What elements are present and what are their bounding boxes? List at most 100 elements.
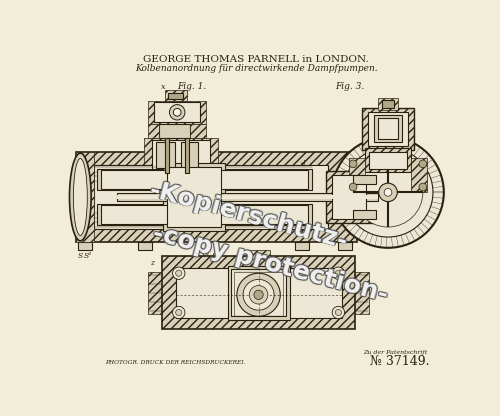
Bar [101,170,308,188]
Bar [168,93,184,99]
Text: D: D [386,117,390,122]
Text: -Kopierschutz-: -Kopierschutz- [148,177,352,254]
Bar [232,270,285,316]
Circle shape [332,137,444,248]
Text: Fig. 3.: Fig. 3. [336,82,364,92]
Circle shape [332,267,344,280]
Text: C: C [100,192,105,200]
Bar [181,142,198,168]
Bar [156,142,175,168]
Text: -copy protection-: -copy protection- [150,220,392,306]
Text: GEORGE THOMAS PARNELL in LONDON.: GEORGE THOMAS PARNELL in LONDON. [144,55,369,64]
Circle shape [250,285,268,304]
Bar [378,118,398,139]
Bar [349,158,365,192]
Bar [152,140,210,170]
Text: -Kopierschutz-: -Kopierschutz- [146,177,350,253]
Bar [148,124,160,138]
Circle shape [349,183,357,191]
Text: Zu der Patentschrift: Zu der Patentschrift [364,350,428,355]
Text: S²: S² [202,252,210,260]
Text: v: v [356,204,360,212]
Circle shape [172,267,185,280]
Bar [165,90,186,101]
Bar [228,265,290,320]
Text: -copy protection-: -copy protection- [150,222,392,308]
Bar [354,272,370,314]
Text: S³: S³ [212,252,220,260]
Bar [374,114,402,142]
Text: S²: S² [84,252,92,260]
Text: x: x [161,83,166,91]
Circle shape [419,183,427,191]
Bar [247,250,270,259]
Text: -copy protection-: -copy protection- [149,222,390,308]
Text: -copy protection-: -copy protection- [149,221,390,307]
Bar [295,243,309,250]
Text: -copy protection-: -copy protection- [150,221,390,307]
Circle shape [237,273,281,316]
Circle shape [384,188,392,196]
Ellipse shape [74,158,88,235]
Text: -Kopierschutz-: -Kopierschutz- [146,177,350,254]
Bar [148,272,163,314]
Ellipse shape [70,153,91,241]
Circle shape [176,310,182,316]
Text: E: E [405,167,409,172]
Bar [148,101,206,124]
Text: PHOTOGR. DRUCK DER REICHSDRUCKEREI.: PHOTOGR. DRUCK DER REICHSDRUCKEREI. [104,360,245,365]
Text: B: B [274,296,278,301]
Bar [76,151,94,243]
Bar [117,193,378,201]
Text: S: S [78,252,83,260]
Circle shape [243,280,274,310]
Bar [185,139,189,173]
Text: -copy protection-: -copy protection- [150,221,392,307]
Circle shape [353,158,423,227]
Circle shape [176,270,182,276]
Circle shape [336,310,342,316]
Text: № 37149.: № 37149. [370,354,430,367]
Bar [176,268,342,318]
Text: -Kopierschutz-: -Kopierschutz- [148,177,352,253]
Bar [144,138,218,172]
Bar [138,243,152,250]
Circle shape [170,104,185,120]
Text: -copy protection-: -copy protection- [150,220,390,306]
Circle shape [332,306,344,319]
Bar [382,100,394,108]
Circle shape [336,270,342,276]
Text: -Kopierschutz-: -Kopierschutz- [146,178,350,254]
Bar [94,166,328,228]
Text: d: d [300,160,305,168]
Text: -copy protection-: -copy protection- [149,220,390,306]
Bar [326,171,374,223]
Bar [160,124,190,138]
Text: N: N [408,181,414,186]
Bar [76,151,357,243]
Text: Fig. 1.: Fig. 1. [177,82,206,92]
Bar [101,206,308,224]
Circle shape [343,148,433,237]
Circle shape [349,160,357,168]
Bar [372,182,392,212]
Circle shape [419,160,427,168]
Bar [98,168,312,190]
Text: M: M [408,188,414,193]
Bar [163,163,225,231]
Bar [154,102,200,122]
Bar [368,151,408,168]
Circle shape [172,306,185,319]
Bar [162,256,356,329]
Text: N: N [248,272,254,277]
Bar [353,210,376,219]
Text: z: z [150,259,154,267]
Bar [165,139,168,173]
Bar [332,175,366,219]
Bar [368,111,408,146]
Circle shape [254,290,263,300]
Bar [353,175,376,184]
Bar [167,167,222,227]
Bar [234,272,283,316]
Text: G: G [322,191,328,199]
